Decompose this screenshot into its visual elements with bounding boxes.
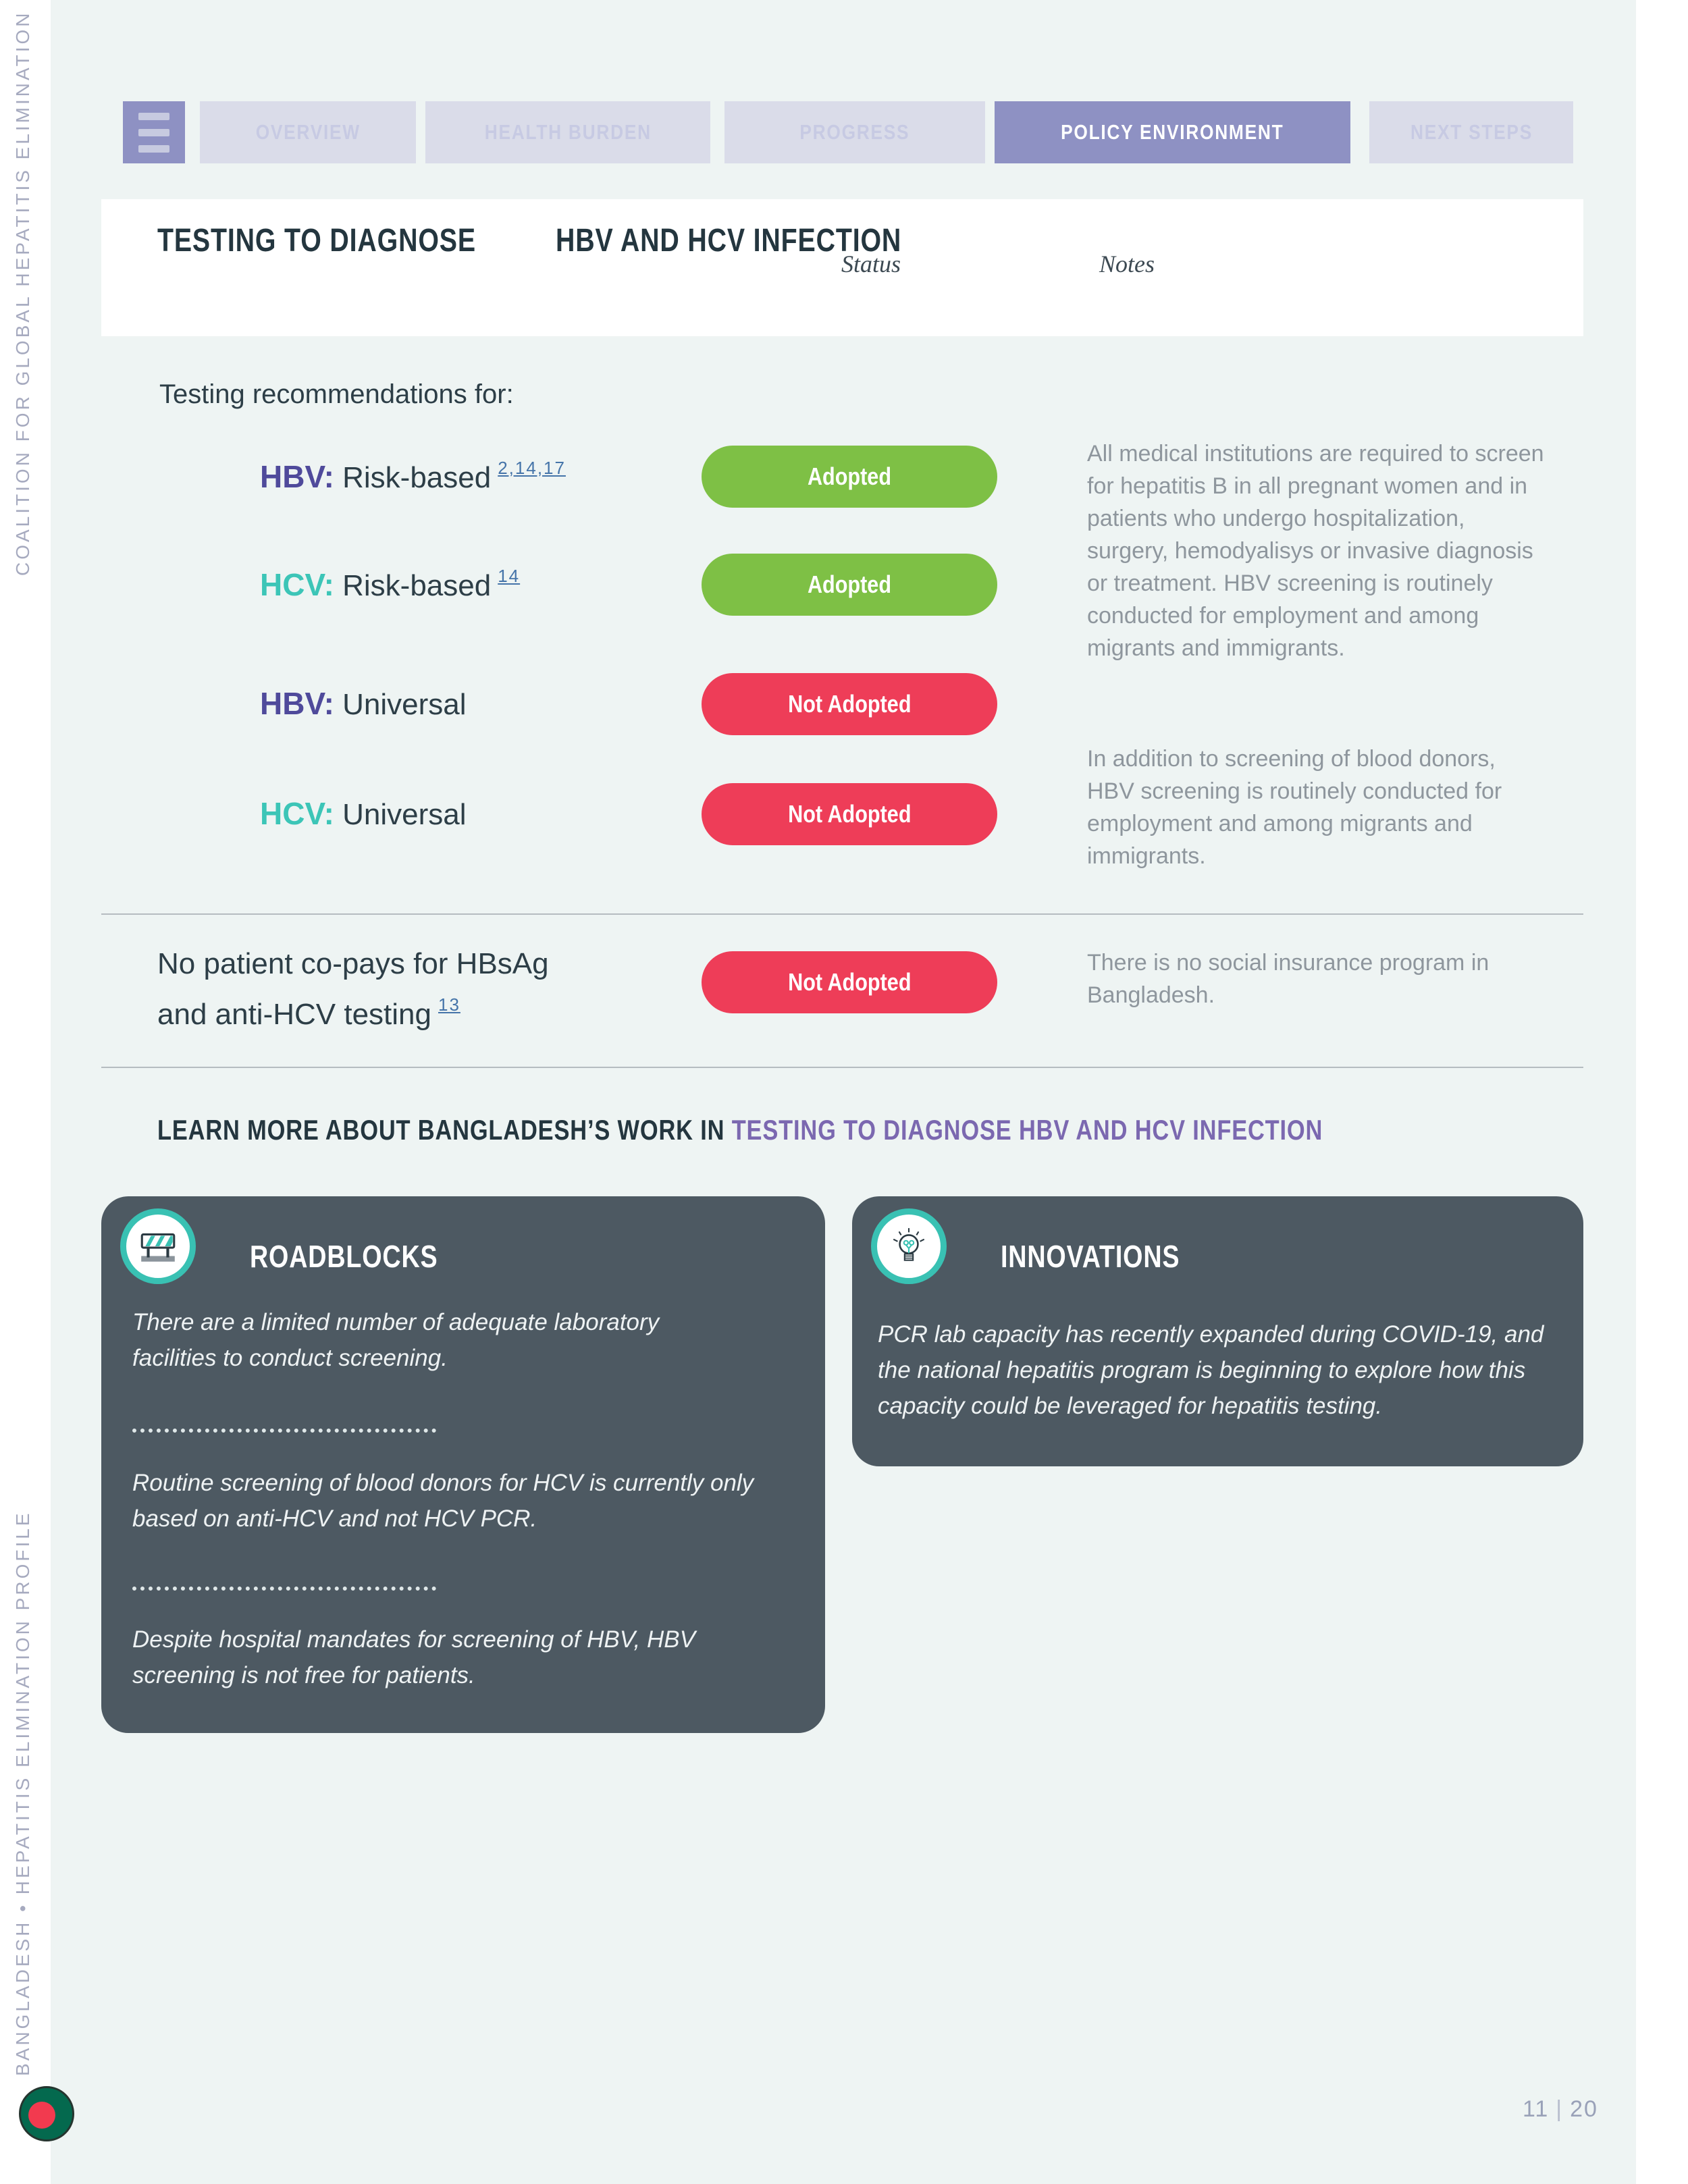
virus-hcv: HCV: bbox=[260, 796, 334, 831]
row-label-hbv-universal: HBV: Universal bbox=[260, 686, 467, 721]
footnote-link[interactable]: 2,14,17 bbox=[498, 458, 566, 478]
virus-hcv: HCV: bbox=[260, 567, 334, 602]
hamburger-menu-icon[interactable] bbox=[123, 101, 185, 163]
table-title-line1: TESTING TO DIAGNOSE bbox=[157, 223, 476, 259]
roadblocks-title: ROADBLOCKS bbox=[250, 1239, 438, 1274]
column-header-notes: Notes bbox=[1099, 250, 1155, 277]
status-badge: Not Adopted bbox=[702, 783, 997, 845]
tab-next-steps[interactable]: NEXT STEPS bbox=[1369, 101, 1573, 163]
page-separator: | bbox=[1556, 2096, 1564, 2122]
page-indicator: 11 | 20 bbox=[1523, 2096, 1598, 2123]
roadblocks-card: ROADBLOCKS There are a limited number of… bbox=[101, 1196, 825, 1733]
status-badge: Not Adopted bbox=[702, 951, 997, 1013]
note-testing-recommendations-1: All medical institutions are required to… bbox=[1087, 441, 1544, 661]
learn-more-heading: LEARN MORE ABOUT BANGLADESH’S WORK IN TE… bbox=[157, 1114, 1323, 1146]
tab-policy-environment[interactable]: POLICY ENVIRONMENT bbox=[995, 101, 1350, 163]
section-label: Testing recommendations for: bbox=[159, 379, 514, 409]
flag-red-circle bbox=[28, 2102, 55, 2129]
bangladesh-flag-icon bbox=[19, 2086, 74, 2141]
learn-more-highlight: TESTING TO DIAGNOSE HBV AND HCV INFECTIO… bbox=[731, 1114, 1323, 1146]
table-title: TESTING TO DIAGNOSE HBV AND HCV INFECTIO… bbox=[157, 219, 977, 263]
row-divider bbox=[101, 913, 1583, 915]
dotted-divider bbox=[132, 1429, 436, 1433]
tab-progress[interactable]: PROGRESS bbox=[724, 101, 985, 163]
tab-health-burden[interactable]: HEALTH BURDEN bbox=[425, 101, 710, 163]
row-label-copay: No patient co-pays for HBsAg and anti-HC… bbox=[157, 947, 549, 1031]
innovations-card: INNOVATIONS PCR lab capacity has recentl… bbox=[852, 1196, 1583, 1466]
note-copay: There is no social insurance program in … bbox=[1087, 950, 1489, 1008]
roadblock-item: Despite hospital mandates for screening … bbox=[132, 1626, 695, 1688]
roadblock-item: Routine screening of blood donors for HC… bbox=[132, 1470, 754, 1532]
status-badge: Adopted bbox=[702, 554, 997, 616]
row-label-hcv-risk-based: HCV: Risk-based 14 bbox=[260, 566, 521, 602]
innovations-title: INNOVATIONS bbox=[1001, 1239, 1180, 1274]
row-label-hbv-risk-based: HBV: Risk-based 2,14,17 bbox=[260, 458, 566, 494]
page-background bbox=[51, 0, 1636, 2184]
roadblock-item: There are a limited number of adequate l… bbox=[132, 1309, 660, 1371]
footnote-link[interactable]: 14 bbox=[498, 566, 521, 586]
row-label-hcv-universal: HCV: Universal bbox=[260, 796, 467, 831]
tab-overview[interactable]: OVERVIEW bbox=[200, 101, 416, 163]
dotted-divider bbox=[132, 1587, 436, 1591]
lightbulb-icon bbox=[871, 1208, 947, 1284]
status-badge: Adopted bbox=[702, 446, 997, 508]
table-header-band bbox=[101, 199, 1583, 336]
page-total: 20 bbox=[1570, 2096, 1598, 2122]
column-header-status: Status bbox=[841, 250, 901, 277]
status-badge: Not Adopted bbox=[702, 673, 997, 735]
sidebar-org-name: COALITION FOR GLOBAL HEPATITIS ELIMINATI… bbox=[12, 10, 33, 576]
note-testing-recommendations-2: In addition to screening of blood donors… bbox=[1087, 746, 1502, 869]
table-title-line2: HBV AND HCV INFECTION bbox=[555, 223, 901, 259]
innovation-item: PCR lab capacity has recently expanded d… bbox=[878, 1321, 1544, 1419]
page-current: 11 bbox=[1523, 2096, 1550, 2122]
footnote-link[interactable]: 13 bbox=[438, 994, 460, 1015]
section-divider bbox=[101, 1067, 1583, 1068]
sidebar-profile-name: BANGLADESH • HEPATITIS ELIMINATION PROFI… bbox=[12, 1510, 33, 2076]
virus-hbv: HBV: bbox=[260, 459, 334, 494]
roadblock-barrier-icon bbox=[120, 1208, 196, 1284]
virus-hbv: HBV: bbox=[260, 686, 334, 721]
